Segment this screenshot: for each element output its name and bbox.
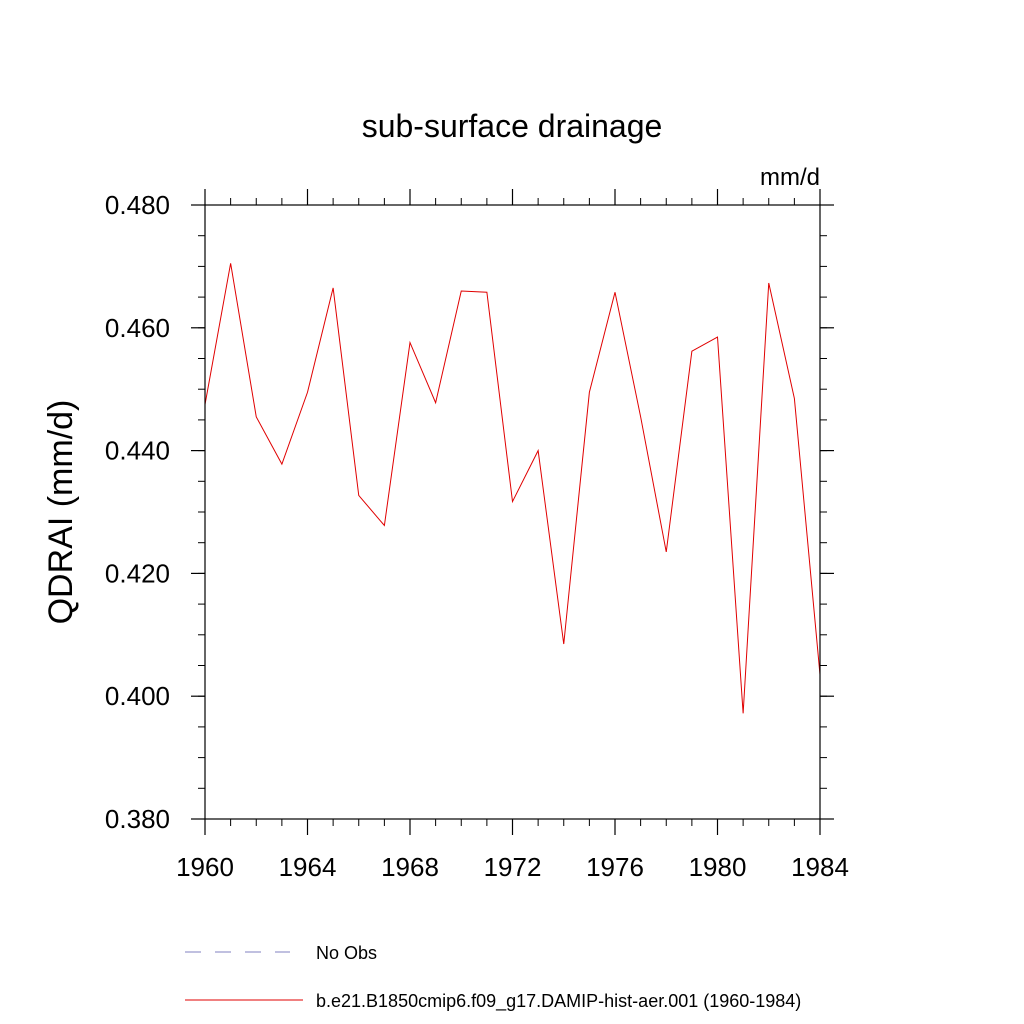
series-line-1 <box>204 263 821 714</box>
tick-labels: 0.380 0.400 0.420 0.440 0.460 0.480 1960 1964 19… <box>105 190 849 882</box>
x-tick-label: 1976 <box>586 852 644 882</box>
x-tick-label: 1964 <box>279 852 337 882</box>
legend: No Obs b.e21.B1850cmip6.f09_g17.DAMIP-hi… <box>185 943 801 1012</box>
x-tick-label: 1972 <box>484 852 542 882</box>
y-tick-label: 0.480 <box>105 190 170 220</box>
x-tick-label: 1960 <box>176 852 234 882</box>
x-tick-label: 1980 <box>689 852 747 882</box>
y-axis-label: QDRAI (mm/d) <box>42 400 80 625</box>
x-tick-label: 1968 <box>381 852 439 882</box>
chart-title: sub-surface drainage <box>362 108 663 144</box>
y-tick-label: 0.460 <box>105 313 170 343</box>
units-label: mm/d <box>760 164 820 191</box>
series-layer <box>204 263 821 714</box>
y-tick-label: 0.380 <box>105 804 170 834</box>
legend-label-no-obs: No Obs <box>316 943 377 963</box>
major-ticks <box>191 189 834 835</box>
minor-ticks <box>198 198 827 826</box>
y-tick-label: 0.420 <box>105 558 170 588</box>
x-tick-label: 1984 <box>791 852 849 882</box>
plot-frame <box>204 204 821 820</box>
y-tick-label: 0.400 <box>105 681 170 711</box>
legend-label-model: b.e21.B1850cmip6.f09_g17.DAMIP-hist-aer.… <box>316 991 801 1012</box>
y-tick-label: 0.440 <box>105 436 170 466</box>
